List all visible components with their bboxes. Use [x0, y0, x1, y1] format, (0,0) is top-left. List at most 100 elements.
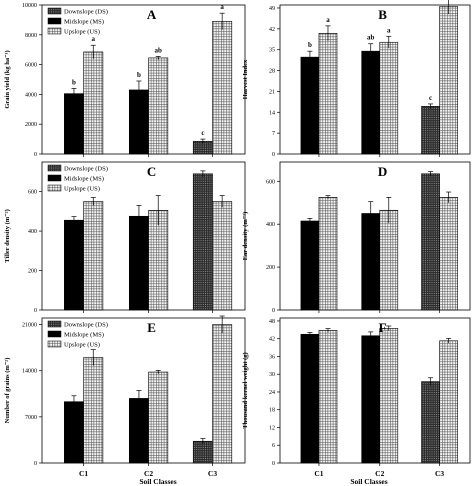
y-tick-label: 36	[269, 354, 275, 360]
legend: Downslope (DS) Midslope (MS) Upslope (US)	[47, 164, 108, 193]
y-tick-label: 200	[28, 269, 37, 275]
y-axis-label: Grain yield (kg ha⁻¹)	[4, 50, 11, 108]
y-tick-label: 0	[34, 152, 37, 158]
legend-swatch	[47, 27, 62, 35]
y-tick-label: 6	[272, 443, 275, 449]
y-tick-label: 12	[269, 425, 275, 431]
chart-panel-a: 0 2000 4000 6000 8000 10000 Grain yield (kg ha…	[4, 3, 246, 158]
chart-panel-e: 0 7000 14000 21000 Number of grains (m⁻²) C1 C…	[4, 315, 246, 478]
bar	[192, 440, 213, 464]
bar	[318, 33, 338, 155]
bar	[128, 398, 149, 464]
bar	[439, 340, 458, 464]
x-tick-label: C2	[144, 469, 153, 478]
bar	[212, 324, 233, 464]
legend-label: Downslope (DS)	[64, 9, 108, 16]
legend-swatch	[47, 340, 62, 348]
legend-label: Upslope (US)	[64, 29, 100, 36]
x-tick-label: C3	[208, 469, 217, 478]
bar	[148, 210, 169, 311]
bar	[379, 209, 399, 311]
bar	[148, 57, 169, 155]
bar	[300, 333, 320, 464]
legend-swatch	[47, 320, 62, 328]
bar	[64, 93, 84, 155]
y-tick-label: 0	[272, 308, 275, 314]
chart-panel-f: 0 6 12 18 24 30 36 42 48 Thousand kernel weight (…	[242, 317, 471, 478]
bar	[421, 381, 440, 464]
y-tick-label: 18	[269, 408, 275, 414]
y-tick-label: 7000	[25, 415, 37, 421]
legend-label: Midslope (MS)	[64, 332, 104, 339]
y-tick-label: 7	[272, 131, 275, 137]
bar	[379, 328, 399, 464]
bar	[300, 220, 320, 311]
bar	[318, 197, 338, 311]
legend-label: Downslope (DS)	[64, 322, 108, 329]
bar	[128, 89, 149, 155]
bar	[128, 215, 149, 311]
y-tick-label: 600	[28, 190, 37, 196]
significance-label: ab	[367, 34, 375, 42]
bar	[148, 371, 169, 464]
significance-label: c	[201, 129, 204, 137]
panel-letter: F	[379, 320, 387, 335]
chart-panel-d: 0 200 400 600 Ear density (m⁻²) D	[242, 161, 471, 314]
bar	[83, 51, 104, 155]
significance-label: a	[220, 3, 224, 11]
bar	[421, 106, 440, 155]
significance-label: a	[92, 35, 96, 43]
bar	[300, 56, 320, 155]
bar	[318, 330, 338, 464]
legend-swatch	[47, 7, 62, 15]
y-tick-label: 24	[269, 390, 275, 396]
y-tick-label: 400	[28, 229, 37, 235]
y-tick-label: 600	[266, 179, 275, 185]
significance-label: ab	[155, 46, 163, 54]
y-tick-label: 2000	[25, 122, 37, 128]
y-tick-label: 14	[269, 110, 275, 116]
y-tick-label: 4000	[25, 92, 37, 98]
y-axis-label: Harvest Index	[242, 59, 249, 99]
bar	[361, 213, 381, 311]
y-tick-label: 0	[34, 308, 37, 314]
bar	[64, 401, 84, 464]
chart-panel-c: 0 200 400 600 Tiller density (m⁻²) C Downslope…	[4, 161, 246, 314]
bar	[439, 197, 458, 311]
significance-label: b	[72, 78, 76, 86]
y-tick-label: 200	[266, 265, 275, 271]
bar	[83, 201, 104, 311]
significance-label: a	[326, 16, 330, 24]
y-tick-label: 0	[272, 152, 275, 158]
y-tick-label: 10000	[22, 3, 37, 9]
x-tick-label: C1	[79, 469, 88, 478]
panel-letter: D	[378, 164, 387, 179]
bar	[212, 201, 233, 311]
legend-label: Upslope (US)	[64, 186, 100, 193]
panel-letter: A	[147, 7, 157, 22]
legend-swatch	[47, 164, 62, 172]
bar	[379, 41, 399, 155]
significance-label: b	[137, 71, 141, 79]
y-axis-label: Tiller density (m⁻²)	[4, 209, 11, 263]
y-axis-label: Number of grains (m⁻²)	[4, 358, 11, 424]
legend-label: Midslope (MS)	[64, 176, 104, 183]
y-tick-label: 21000	[22, 323, 37, 329]
bar	[361, 50, 381, 155]
legend: Downslope (DS) Midslope (MS) Upslope (US)	[47, 7, 108, 36]
bar	[64, 219, 84, 311]
significance-label: b	[308, 41, 312, 49]
y-tick-label: 35	[269, 48, 275, 54]
significance-label: c	[429, 94, 432, 102]
x-tick-label: C3	[435, 469, 444, 478]
x-tick-label: C2	[375, 469, 384, 478]
panel-letter: C	[147, 164, 156, 179]
y-tick-label: 6000	[25, 63, 37, 69]
y-tick-label: 8000	[25, 33, 37, 39]
x-axis-label-right: Soil Classes	[350, 477, 387, 486]
legend-label: Downslope (DS)	[64, 166, 108, 173]
bar	[361, 335, 381, 464]
bar	[212, 21, 233, 155]
